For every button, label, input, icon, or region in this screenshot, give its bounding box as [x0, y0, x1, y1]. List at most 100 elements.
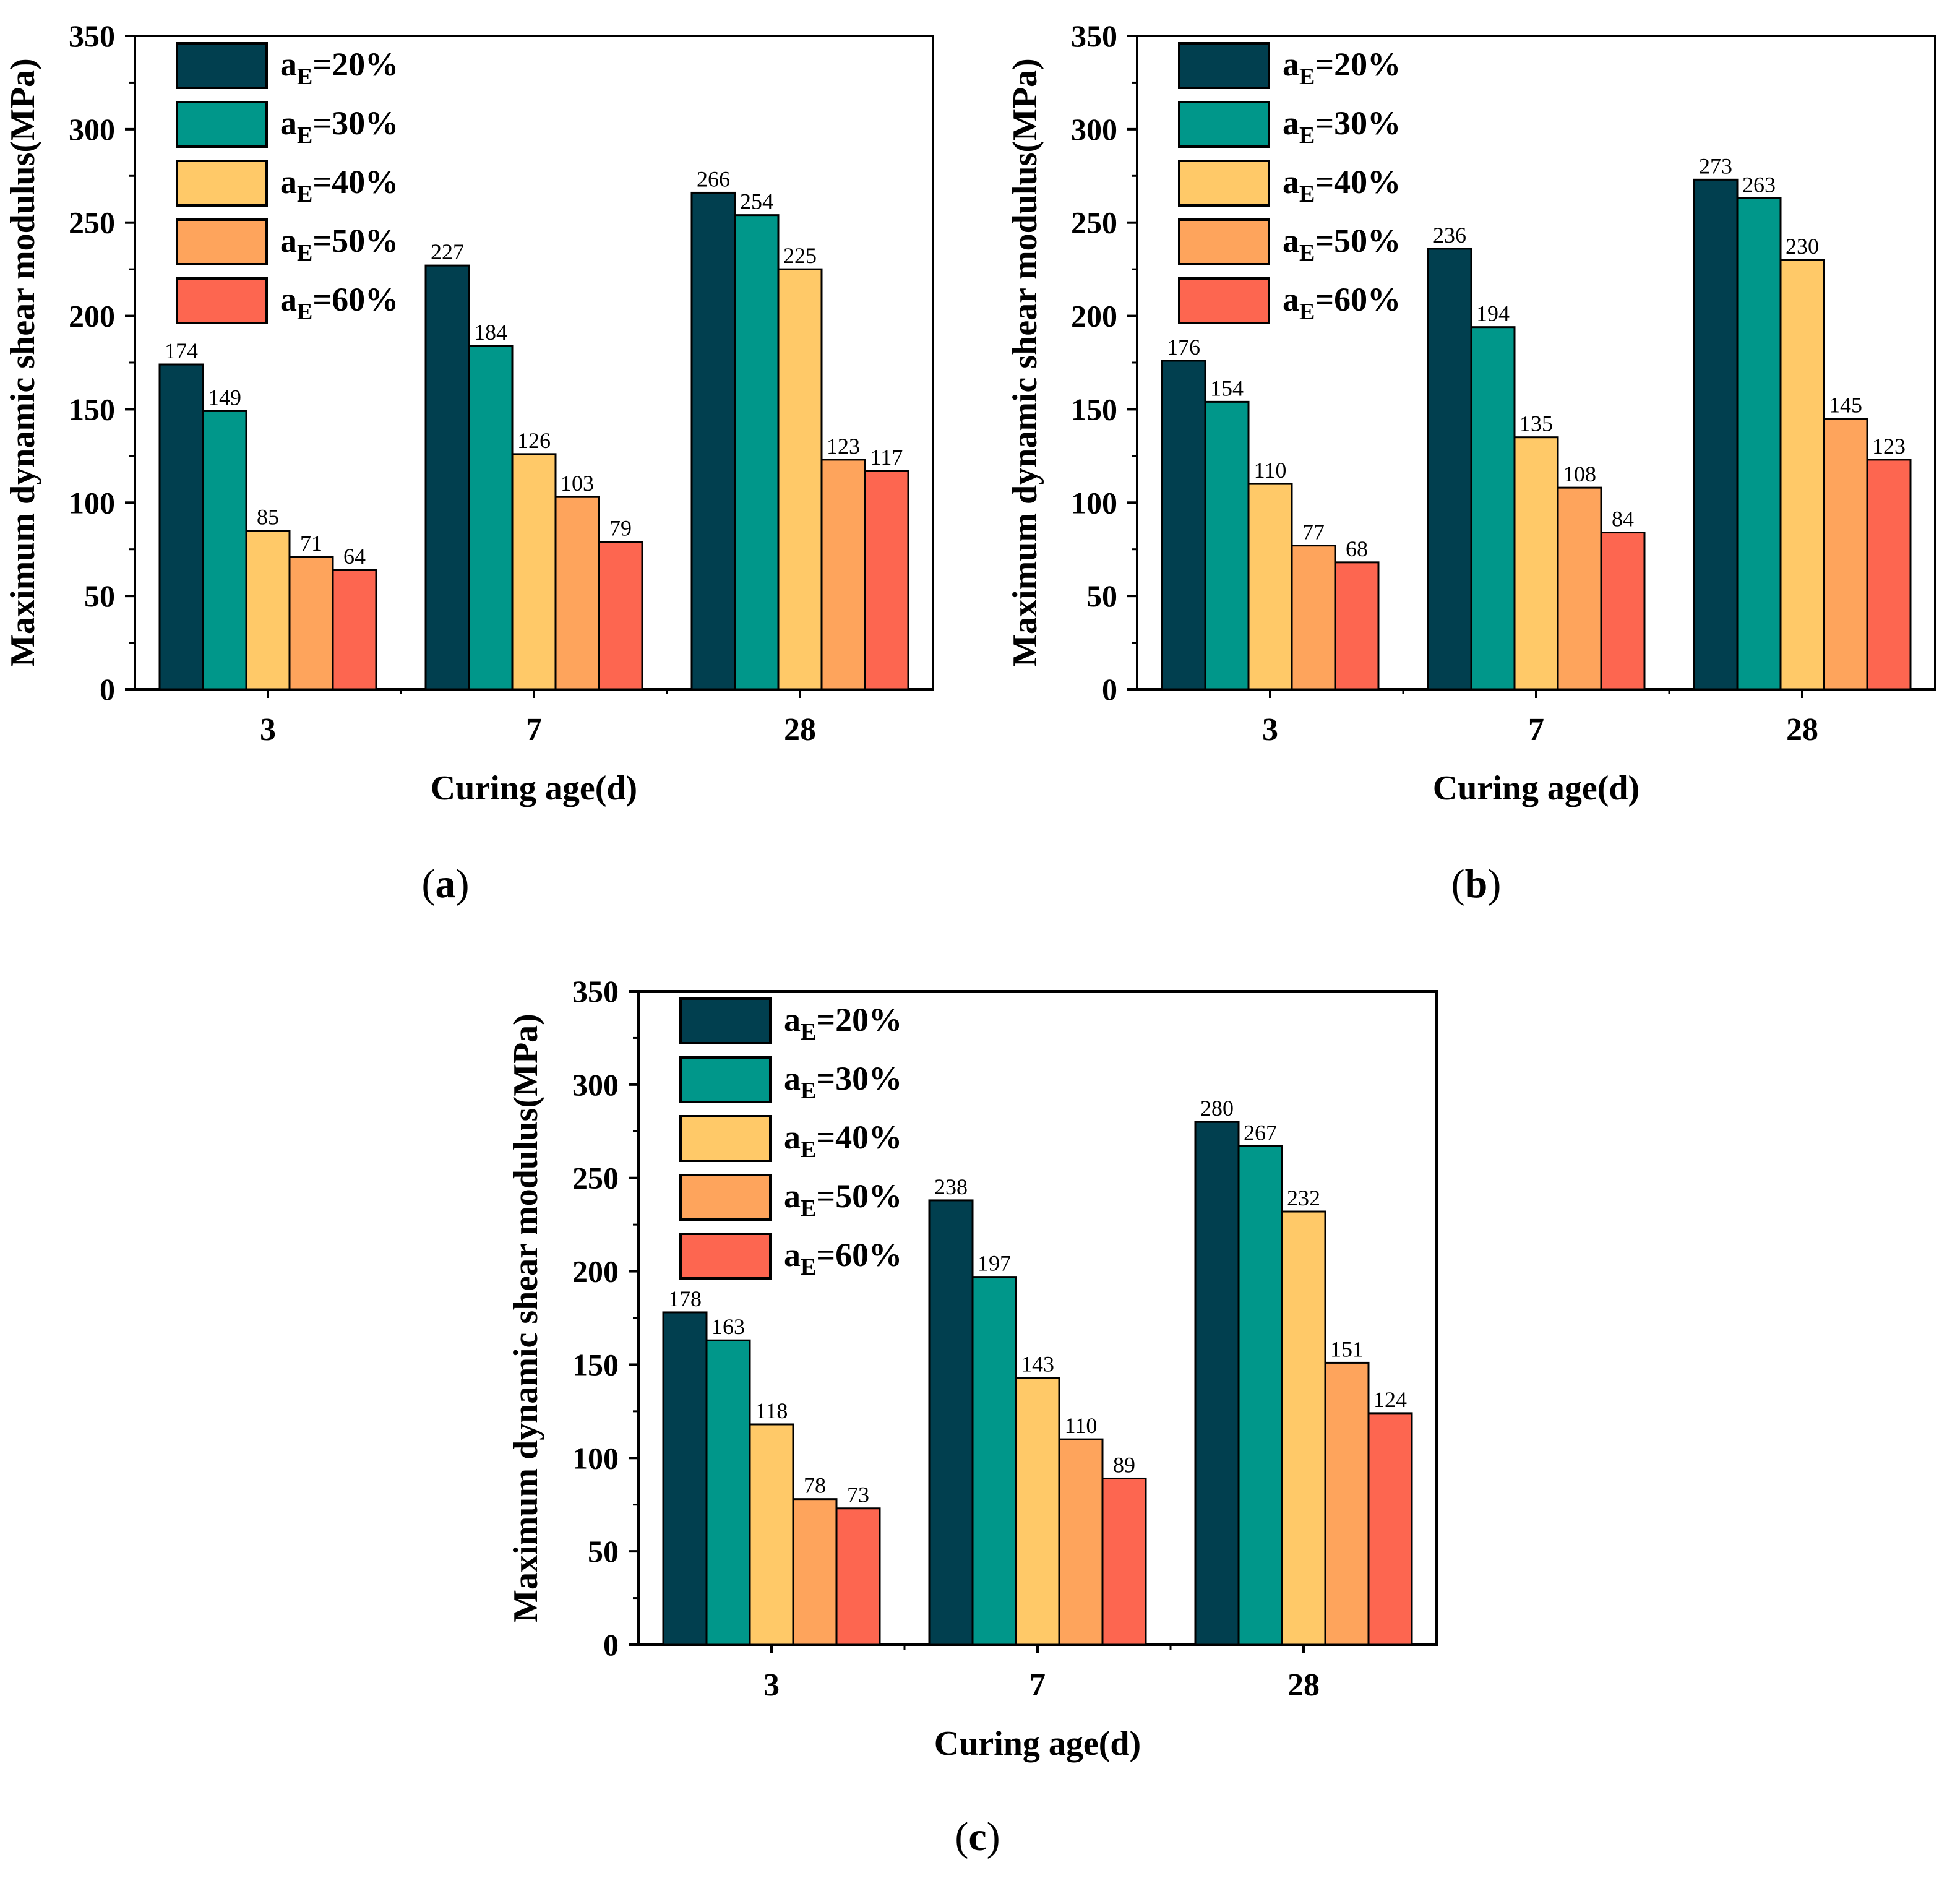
y-tick-label: 250 — [69, 205, 115, 240]
y-tick-label: 300 — [69, 112, 115, 147]
x-tick-label: 3 — [1262, 712, 1278, 747]
bar — [734, 214, 780, 691]
x-tick-label: 28 — [1287, 1668, 1320, 1703]
legend-swatch — [679, 997, 772, 1044]
x-tick-label: 7 — [526, 712, 542, 747]
y-tick-label: 100 — [572, 1440, 619, 1475]
x-axis-title: Curing age(d) — [431, 769, 637, 807]
data-label: 117 — [870, 445, 903, 470]
y-tick-label: 0 — [1102, 672, 1117, 707]
data-label: 149 — [208, 385, 241, 410]
data-label: 151 — [1330, 1337, 1364, 1361]
y-axis-title: Maximum dynamic shear modulus(MPa) — [1006, 58, 1044, 667]
legend-entry: aE=20% — [784, 1001, 902, 1045]
bar — [777, 268, 823, 691]
bar — [1204, 400, 1250, 691]
legend-entry: aE=40% — [280, 163, 398, 207]
bar — [1779, 259, 1825, 691]
data-label: 238 — [934, 1174, 968, 1199]
data-label: 197 — [978, 1251, 1011, 1276]
y-tick-label: 150 — [1071, 392, 1117, 426]
bar — [158, 363, 204, 691]
panel-label: (a) — [422, 861, 470, 906]
y-tick-label: 50 — [84, 579, 115, 613]
chart-panel: 0 50 100 150 200 250 300 350 3 178 163 118 78 73 7 238 1… — [507, 974, 1438, 1859]
legend-entry: aE=30% — [784, 1060, 902, 1104]
legend-swatch — [679, 1233, 772, 1280]
legend-swatch — [176, 218, 268, 265]
data-label: 266 — [697, 166, 730, 191]
bar — [1291, 545, 1336, 691]
bar — [332, 569, 377, 691]
bar — [1736, 197, 1782, 691]
bar — [424, 264, 470, 691]
bar — [1101, 1477, 1147, 1646]
x-tick-label: 28 — [1786, 712, 1818, 747]
data-label: 103 — [561, 471, 594, 496]
bar — [598, 541, 643, 691]
data-label: 230 — [1786, 234, 1819, 259]
y-tick-label: 150 — [69, 392, 115, 426]
bar — [1161, 360, 1206, 691]
data-label: 79 — [609, 516, 632, 541]
legend-entry: aE=30% — [1283, 105, 1401, 149]
bar — [1247, 483, 1293, 691]
data-label: 89 — [1113, 1452, 1135, 1477]
data-label: 254 — [740, 189, 773, 214]
bar — [245, 530, 291, 691]
legend-swatch — [176, 101, 268, 148]
data-label: 118 — [755, 1398, 788, 1423]
x-tick-label: 3 — [260, 712, 276, 747]
panel-label: (c) — [955, 1814, 1000, 1859]
bar — [971, 1276, 1017, 1646]
data-label: 236 — [1433, 223, 1466, 248]
legend-swatch — [1178, 42, 1270, 89]
data-label: 232 — [1287, 1186, 1320, 1210]
y-tick-label: 100 — [69, 485, 115, 520]
chart-panel: 0 50 100 150 200 250 300 350 3 176 154 110 77 68 7 236 1… — [1006, 19, 1936, 906]
bar — [468, 345, 514, 691]
y-tick-label: 350 — [572, 974, 619, 1009]
y-tick-label: 200 — [69, 299, 115, 334]
legend-swatch — [176, 277, 268, 324]
x-axis-title: Curing age(d) — [934, 1725, 1141, 1763]
legend-swatch — [1178, 277, 1270, 324]
data-label: 123 — [827, 434, 860, 459]
bar — [820, 459, 866, 691]
bar — [1557, 486, 1602, 691]
y-tick-label: 350 — [69, 19, 115, 53]
legend-entry: aE=60% — [784, 1236, 902, 1280]
bar — [864, 470, 909, 691]
bar — [554, 496, 600, 691]
legend-entry: aE=50% — [1283, 222, 1401, 266]
bar — [1427, 248, 1472, 691]
x-tick-label: 28 — [784, 712, 816, 747]
data-label: 178 — [668, 1286, 702, 1311]
data-label: 110 — [1065, 1413, 1098, 1438]
data-label: 73 — [847, 1483, 869, 1507]
bar — [928, 1199, 974, 1646]
bar — [1367, 1412, 1413, 1646]
data-label: 280 — [1200, 1096, 1234, 1121]
bar — [662, 1311, 708, 1646]
legend-entry: aE=30% — [280, 105, 398, 149]
data-label: 124 — [1373, 1387, 1407, 1412]
y-tick-label: 250 — [572, 1161, 619, 1195]
x-tick-label: 7 — [1528, 712, 1544, 747]
legend-swatch — [176, 160, 268, 207]
data-label: 110 — [1254, 458, 1287, 483]
data-label: 123 — [1872, 434, 1906, 459]
y-tick-label: 250 — [1071, 205, 1117, 240]
legend-entry: aE=50% — [784, 1178, 902, 1221]
legend-swatch — [1178, 160, 1270, 207]
chart-panel: 0 50 100 150 200 250 300 350 3 174 149 85 71 64 7 227 18… — [4, 19, 934, 906]
data-label: 174 — [165, 338, 198, 363]
data-label: 273 — [1699, 153, 1732, 178]
y-tick-label: 300 — [1071, 112, 1117, 147]
bar — [749, 1423, 794, 1646]
data-label: 176 — [1167, 335, 1200, 360]
y-tick-label: 100 — [1071, 485, 1117, 520]
data-label: 84 — [1612, 507, 1634, 532]
data-label: 68 — [1346, 536, 1368, 561]
